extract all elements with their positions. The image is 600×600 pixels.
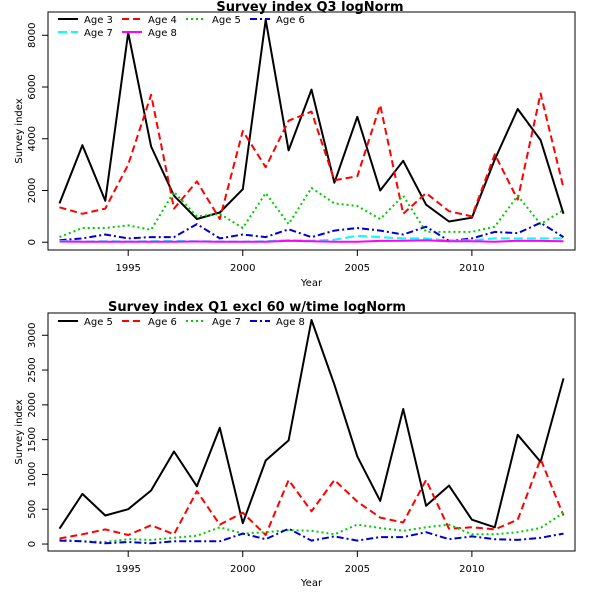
y-tick-label: 3000 [27, 323, 38, 348]
y-tick-label: 1000 [27, 462, 38, 487]
x-tick-label: 2010 [459, 263, 484, 274]
series-line-age-4 [59, 92, 565, 220]
chart-panel-1: Survey index Q3 logNorm 1995 2000 2005 2010 0… [14, 0, 576, 289]
y-tick-label: 0 [27, 541, 38, 547]
x-tick-label: 2005 [345, 263, 370, 274]
y-tick-label: 2500 [27, 357, 38, 382]
x-tick-label: 2010 [459, 564, 484, 575]
chart-title: Survey index Q3 logNorm [216, 0, 403, 15]
series-line-age-3 [58, 18, 565, 223]
series-group [58, 18, 565, 243]
series-line-age-8 [59, 527, 564, 545]
legend-label: Age 7 [84, 28, 113, 39]
y-tick-label: 0 [27, 239, 38, 245]
legend-label: Age 3 [84, 15, 113, 26]
y-tick-label: 2000 [27, 392, 38, 417]
y-axis-label: Survey index [14, 399, 25, 464]
legend-label: Age 6 [148, 317, 177, 328]
legend-label: Age 4 [148, 15, 177, 26]
legend: Age 5 Age 6 Age 7 Age 8 [58, 317, 305, 328]
y-axis-label: Survey index [14, 98, 25, 163]
y-tick-label: 4000 [27, 126, 38, 151]
x-tick-label: 2000 [230, 263, 255, 274]
y-tick-label: 500 [27, 500, 38, 519]
legend: Age 3 Age 4 Age 5 Age 6 Age 7 Age 8 [58, 15, 305, 39]
legend-label: Age 5 [84, 317, 113, 328]
x-tick-label: 2000 [230, 564, 255, 575]
x-axis-label: Year [300, 578, 323, 589]
legend-label: Age 5 [212, 15, 241, 26]
series-line-age-5 [58, 319, 565, 530]
plot-frame [47, 11, 576, 251]
series-line-age-8 [59, 239, 564, 243]
legend-label: Age 7 [212, 317, 241, 328]
x-tick-label: 1995 [115, 263, 140, 274]
series-line-age-6 [59, 458, 565, 540]
series-line-age-6 [59, 221, 565, 242]
series-group [58, 319, 565, 545]
x-tick-label: 2005 [345, 564, 370, 575]
plot-frame [47, 312, 576, 552]
x-axis-label: Year [300, 278, 323, 289]
legend-label: Age 8 [148, 28, 177, 39]
y-tick-label: 1500 [27, 427, 38, 452]
y-tick-label: 8000 [27, 23, 38, 48]
legend-label: Age 6 [276, 15, 305, 26]
chart-panel-2: Survey index Q1 excl 60 w/time logNorm 19… [14, 300, 576, 589]
chart-title: Survey index Q1 excl 60 w/time logNorm [108, 300, 406, 315]
y-tick-label: 2000 [27, 178, 38, 203]
legend-label: Age 8 [276, 317, 305, 328]
series-line-age-5 [59, 186, 565, 239]
x-tick-label: 1995 [115, 564, 140, 575]
y-tick-label: 6000 [27, 74, 38, 99]
